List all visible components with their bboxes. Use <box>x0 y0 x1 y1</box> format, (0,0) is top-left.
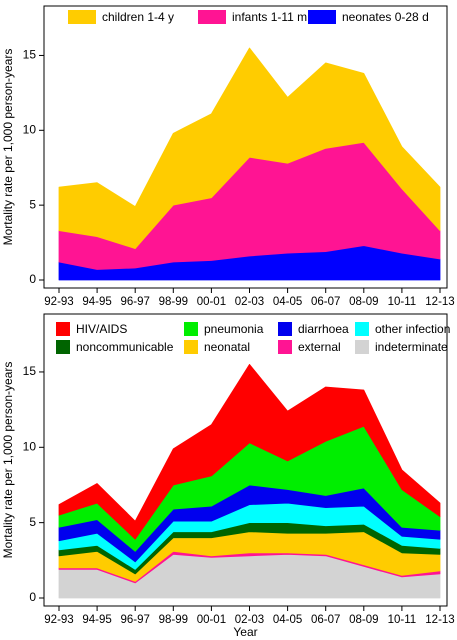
y-axis-label: Mortality rate per 1,000 person-years <box>1 49 15 246</box>
legend-swatch-hiv-aids <box>56 322 70 336</box>
x-tick-label-98-99: 98-99 <box>159 614 188 626</box>
legend-label-pneumonia: pneumonia <box>204 322 264 336</box>
legend-swatch-children-1-4-y <box>68 10 96 24</box>
y-tick-label-15: 15 <box>23 364 37 378</box>
legend-label-noncommunicable: noncommunicable <box>76 340 174 354</box>
legend: children 1-4 y infants 1-11 m neonates 0-2… <box>68 10 429 24</box>
legend-label-infants-1-11-m: infants 1-11 m <box>232 10 307 24</box>
x-tick-label-96-97: 96-97 <box>120 614 149 626</box>
y-tick-label-0: 0 <box>29 590 36 604</box>
legend-swatch-diarrhoea <box>278 322 292 336</box>
x-tick-label-94-95: 94-95 <box>82 614 111 626</box>
area-children-1-4-y <box>58 47 441 249</box>
y-tick-label-10: 10 <box>23 122 37 136</box>
x-tick-label-04-05: 04-05 <box>273 296 302 308</box>
x-tick-label-00-01: 00-01 <box>197 614 226 626</box>
x-tick-label-92-93: 92-93 <box>44 614 73 626</box>
x-tick-label-06-07: 06-07 <box>311 296 340 308</box>
x-tick-label-06-07: 06-07 <box>311 614 340 626</box>
y-axis-label: Mortality rate per 1,000 person-years <box>1 362 15 559</box>
x-tick-label-98-99: 98-99 <box>159 296 188 308</box>
x-tick-label-08-09: 08-09 <box>349 296 378 308</box>
legend-swatch-neonatal <box>184 340 198 354</box>
y-tick-label-5: 5 <box>29 515 36 529</box>
legend-label-diarrhoea: diarrhoea <box>298 322 349 336</box>
panel-top-age-groups: 0 5 10 15 92-93 94-95 96-97 98-99 00-01 02-03 04-0… <box>1 5 455 308</box>
x-tick-label-04-05: 04-05 <box>273 614 302 626</box>
legend-label-neonates-0-28-d: neonates 0-28 d <box>342 10 429 24</box>
x-tick-label-00-01: 00-01 <box>197 296 226 308</box>
y-tick-label-10: 10 <box>23 439 37 453</box>
x-tick-label-12-13: 12-13 <box>425 296 454 308</box>
plot-frame <box>43 313 448 607</box>
legend-label-neonatal: neonatal <box>204 340 250 354</box>
x-axis-label: Year <box>233 625 257 639</box>
legend-label-hiv-aids: HIV/AIDS <box>76 322 127 336</box>
legend-swatch-noncommunicable <box>56 340 70 354</box>
y-tick-label-0: 0 <box>29 272 36 286</box>
y-tick-label-5: 5 <box>29 197 36 211</box>
legend-label-children-1-4-y: children 1-4 y <box>102 10 174 24</box>
x-tick-label-02-03: 02-03 <box>235 296 264 308</box>
y-tick-label-15: 15 <box>23 48 37 62</box>
legend-label-other-infection: other infection <box>375 322 450 336</box>
x-tick-label-12-13: 12-13 <box>425 614 454 626</box>
x-tick-label-94-95: 94-95 <box>82 296 111 308</box>
x-tick-label-92-93: 92-93 <box>44 296 73 308</box>
x-tick-label-96-97: 96-97 <box>120 296 149 308</box>
legend-swatch-neonates-0-28-d <box>308 10 336 24</box>
plot-frame <box>43 5 448 289</box>
legend-swatch-other-infection <box>355 322 369 336</box>
x-tick-label-08-09: 08-09 <box>349 614 378 626</box>
legend-label-indeterminate: indeterminate <box>375 340 448 354</box>
x-tick-label-10-11: 10-11 <box>388 296 417 308</box>
legend-swatch-indeterminate <box>355 340 369 354</box>
x-tick-label-10-11: 10-11 <box>388 614 417 626</box>
panel-bottom-causes: 0 5 10 15 92-93 94-95 96-97 98-99 00-01 02-03 04-0… <box>1 313 455 639</box>
x-tick-label-02-03: 02-03 <box>235 614 264 626</box>
legend-swatch-infants-1-11-m <box>198 10 226 24</box>
legend-label-external: external <box>298 340 341 354</box>
legend-swatch-external <box>278 340 292 354</box>
area-hiv-aids <box>58 364 441 540</box>
legend: HIV/AIDS pneumonia diarrhoea other infectio… <box>56 322 450 354</box>
legend-swatch-pneumonia <box>184 322 198 336</box>
